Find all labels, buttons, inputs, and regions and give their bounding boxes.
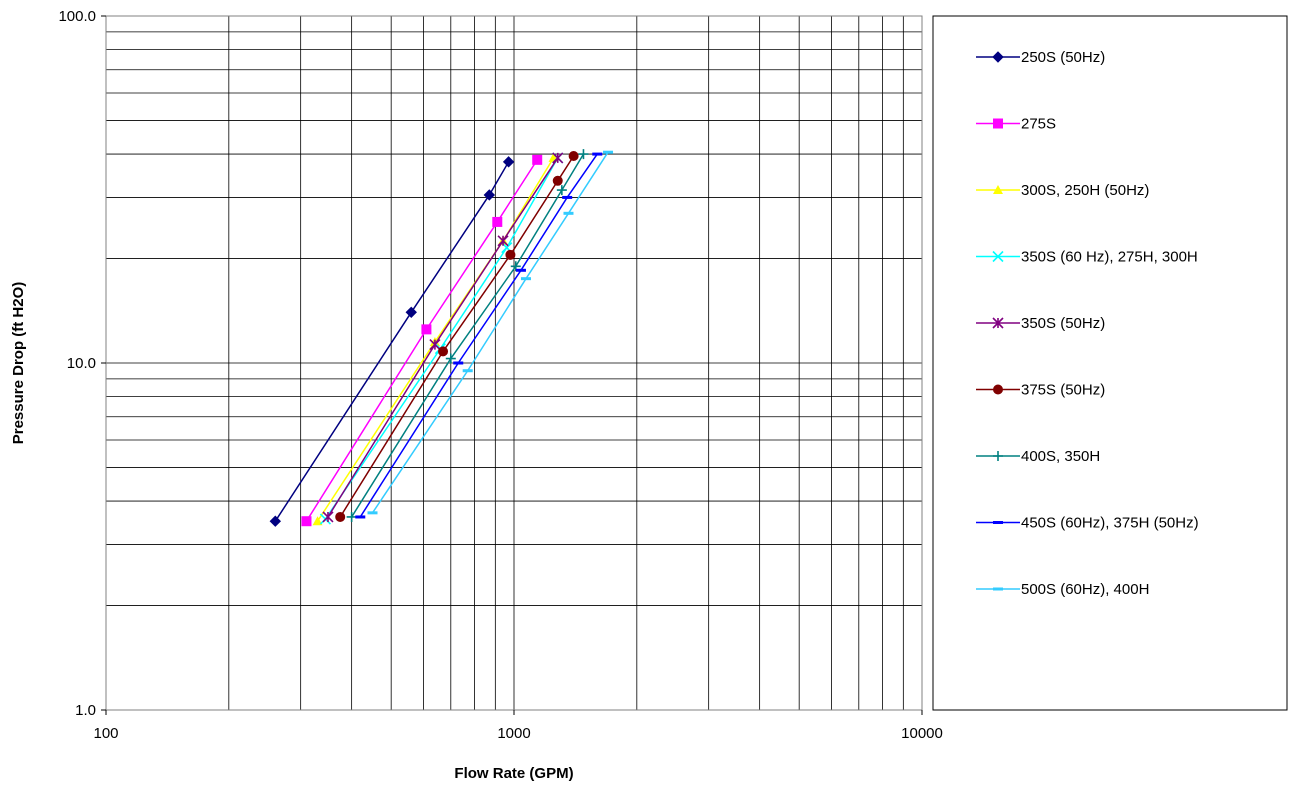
legend-item: 450S (60Hz), 375H (50Hz) xyxy=(976,515,1199,532)
x-tick-label: 1000 xyxy=(497,725,530,742)
data-point xyxy=(445,353,456,364)
data-point xyxy=(992,250,1004,263)
data-point xyxy=(993,451,1003,461)
series-8 xyxy=(355,152,603,519)
y-axis-title: Pressure Drop (ft H2O) xyxy=(10,282,27,445)
series-line xyxy=(274,161,510,522)
legend-label: 300S, 250H (50Hz) xyxy=(1021,182,1149,199)
series-3 xyxy=(312,152,559,526)
data-point xyxy=(993,521,1003,524)
legend-label: 275S xyxy=(1021,116,1056,133)
data-point xyxy=(552,152,564,164)
legend-item: 350S (50Hz) xyxy=(976,315,1105,332)
legend-label: 350S (60 Hz), 275H, 300H xyxy=(1021,249,1198,266)
data-point xyxy=(603,150,614,154)
data-point xyxy=(322,511,334,523)
data-point xyxy=(992,317,1004,329)
data-point xyxy=(993,185,1003,194)
data-point xyxy=(421,324,432,335)
data-point xyxy=(497,235,509,247)
series-layer xyxy=(269,149,614,527)
legend-item: 350S (60 Hz), 275H, 300H xyxy=(976,249,1198,266)
data-point xyxy=(355,515,366,519)
series-line xyxy=(305,159,538,522)
data-point xyxy=(367,511,378,515)
tick-labels: 100 1000 10000 1.0 10.0 100.0 xyxy=(58,8,942,742)
series-line xyxy=(327,157,559,518)
y-tick-label: 100.0 xyxy=(58,8,96,25)
data-point xyxy=(505,249,516,260)
legend-item: 375S (50Hz) xyxy=(976,382,1105,399)
data-point xyxy=(515,268,526,272)
data-point xyxy=(312,516,323,526)
legend-box xyxy=(932,15,1288,711)
data-point xyxy=(993,384,1003,395)
data-point xyxy=(520,277,531,281)
x-tick-label: 10000 xyxy=(901,725,943,742)
legend-item: 250S (50Hz) xyxy=(976,49,1105,66)
legend-item: 400S, 350H xyxy=(976,448,1100,465)
legend-item: 500S (60Hz), 400H xyxy=(976,581,1149,598)
series-4 xyxy=(319,152,564,525)
data-point xyxy=(532,154,543,165)
legend-label: 400S, 350H xyxy=(1021,448,1100,465)
legend: 250S (50Hz) 275S 300S, 250H (50Hz) 350S (60… xyxy=(932,15,1288,711)
data-point xyxy=(510,261,521,272)
data-point xyxy=(453,361,464,365)
data-point xyxy=(556,185,567,196)
data-point xyxy=(269,515,282,527)
legend-label: 375S (50Hz) xyxy=(1021,382,1105,399)
series-line xyxy=(339,155,575,518)
data-point xyxy=(993,587,1003,591)
data-point xyxy=(429,339,441,351)
data-point xyxy=(592,152,603,156)
x-tick-label: 100 xyxy=(93,725,118,742)
x-axis-title: Flow Rate (GPM) xyxy=(454,765,573,782)
data-point xyxy=(301,516,312,527)
data-point xyxy=(568,150,579,161)
legend-label: 500S (60Hz), 400H xyxy=(1021,581,1149,598)
data-point xyxy=(483,189,496,201)
series-2 xyxy=(301,154,543,527)
data-point xyxy=(563,211,574,215)
legend-label: 350S (50Hz) xyxy=(1021,315,1105,332)
series-7 xyxy=(346,149,589,522)
data-point xyxy=(552,175,563,186)
series-line xyxy=(351,153,585,518)
data-point xyxy=(578,149,589,160)
y-tick-label: 1.0 xyxy=(75,702,96,719)
data-point xyxy=(993,118,1003,129)
legend-item: 275S xyxy=(976,116,1056,133)
series-1 xyxy=(269,156,515,527)
data-point xyxy=(992,51,1004,63)
series-line xyxy=(324,157,559,520)
grid xyxy=(106,16,922,710)
data-point xyxy=(438,346,449,357)
legend-label: 450S (60Hz), 375H (50Hz) xyxy=(1021,515,1199,532)
series-6 xyxy=(335,150,579,522)
data-point xyxy=(335,511,346,522)
data-point xyxy=(462,369,473,373)
data-point xyxy=(502,156,515,168)
data-point xyxy=(405,306,417,319)
legend-item: 300S, 250H (50Hz) xyxy=(976,182,1149,199)
data-point xyxy=(562,195,573,199)
data-point xyxy=(492,216,503,227)
series-9 xyxy=(367,150,614,515)
data-point xyxy=(346,511,357,522)
legend-label: 250S (50Hz) xyxy=(1021,49,1105,66)
series-line xyxy=(371,151,609,514)
y-tick-label: 10.0 xyxy=(67,355,96,372)
series-5 xyxy=(322,152,564,523)
